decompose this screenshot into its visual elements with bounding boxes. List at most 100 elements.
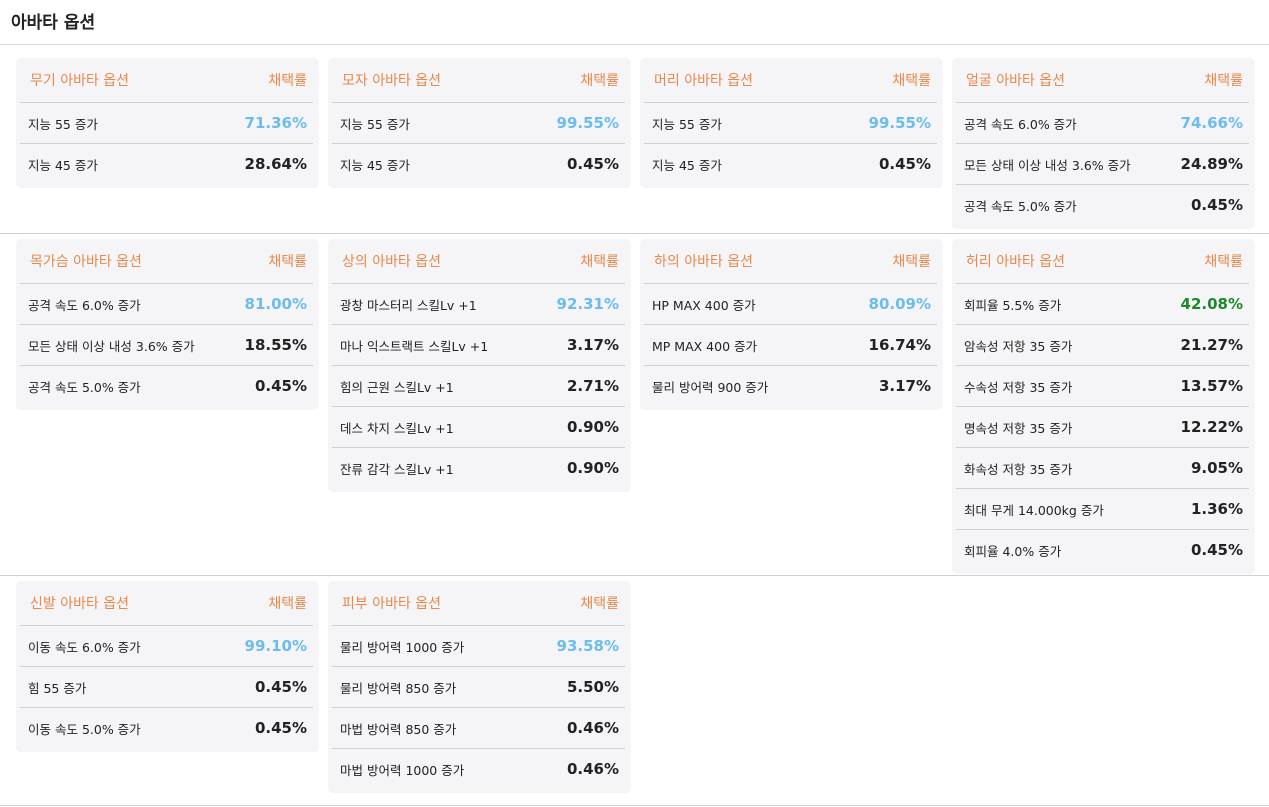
option-rate: 0.45% [1190,196,1243,214]
option-label: 모든 상태 이상 내성 3.6% 증가 [28,338,195,354]
option-row: 물리 방어력 850 증가 5.50% [332,667,625,708]
option-card: 무기 아바타 옵션 채택률 지능 55 증가 71.36% 지능 45 증가 28.64% [16,58,319,188]
option-row: 이동 속도 6.0% 증가 99.10% [20,626,313,667]
option-rate: 12.22% [1180,418,1243,436]
option-rate: 24.89% [1180,155,1243,173]
option-rate: 16.74% [868,336,931,354]
option-label: 공격 속도 6.0% 증가 [964,116,1077,132]
card-header: 피부 아바타 옵션 채택률 [332,581,625,626]
option-label: HP MAX 400 증가 [652,297,756,313]
option-rate: 3.17% [566,336,619,354]
option-section: 목가슴 아바타 옵션 채택률 공격 속도 6.0% 증가 81.00% 모든 상태 이상… [0,234,1269,576]
card-title: 상의 아바타 옵션 [342,254,442,270]
option-row: 공격 속도 6.0% 증가 74.66% [956,103,1249,144]
option-rate: 0.45% [254,719,307,737]
option-row: MP MAX 400 증가 16.74% [644,325,937,366]
option-row: 수속성 저항 35 증가 13.57% [956,366,1249,407]
option-rate: 71.36% [244,114,307,132]
option-rate: 80.09% [868,295,931,313]
option-row: 지능 45 증가 0.45% [332,144,625,184]
option-row: 공격 속도 6.0% 증가 81.00% [20,284,313,325]
option-label: 물리 방어력 1000 증가 [340,639,465,655]
option-rate: 0.45% [1190,541,1243,559]
option-label: 암속성 저항 35 증가 [964,338,1073,354]
option-label: 힘 55 증가 [28,680,87,696]
option-label: 최대 무게 14.000kg 증가 [964,502,1104,518]
page-title: 아바타 옵션 [0,0,1269,45]
option-card: 하의 아바타 옵션 채택률 HP MAX 400 증가 80.09% MP MAX 40… [640,239,943,410]
rate-header: 채택률 [268,254,307,270]
card-title: 얼굴 아바타 옵션 [966,73,1066,89]
option-label: 마나 익스트랙트 스킬Lv +1 [340,338,489,354]
option-rate: 99.55% [868,114,931,132]
option-label: 물리 방어력 850 증가 [340,680,457,696]
option-row: 공격 속도 5.0% 증가 0.45% [20,366,313,406]
option-rate: 21.27% [1180,336,1243,354]
rate-header: 채택률 [892,73,931,89]
option-label: 지능 55 증가 [652,116,722,132]
option-row: 광창 마스터리 스킬Lv +1 92.31% [332,284,625,325]
option-rate: 3.17% [878,377,931,395]
rate-header: 채택률 [580,254,619,270]
option-rate: 99.10% [244,637,307,655]
option-label: 지능 55 증가 [28,116,98,132]
option-row: 모든 상태 이상 내성 3.6% 증가 18.55% [20,325,313,366]
option-label: 지능 55 증가 [340,116,410,132]
rate-header: 채택률 [580,73,619,89]
card-title: 허리 아바타 옵션 [966,254,1066,270]
option-section: 신발 아바타 옵션 채택률 이동 속도 6.0% 증가 99.10% 힘 55 증가 0.… [0,576,1269,806]
card-header: 무기 아바타 옵션 채택률 [20,58,313,103]
rate-header: 채택률 [580,596,619,612]
rate-header: 채택률 [1204,254,1243,270]
option-label: 화속성 저항 35 증가 [964,461,1073,477]
option-rate: 5.50% [566,678,619,696]
option-card: 피부 아바타 옵션 채택률 물리 방어력 1000 증가 93.58% 물리 방어력 8… [328,581,631,793]
card-header: 머리 아바타 옵션 채택률 [644,58,937,103]
option-rate: 0.45% [254,377,307,395]
option-row: 화속성 저항 35 증가 9.05% [956,448,1249,489]
option-row: 지능 55 증가 99.55% [644,103,937,144]
option-label: 지능 45 증가 [28,157,98,173]
option-row: 모든 상태 이상 내성 3.6% 증가 24.89% [956,144,1249,185]
option-row: 마법 방어력 850 증가 0.46% [332,708,625,749]
card-header: 모자 아바타 옵션 채택률 [332,58,625,103]
option-label: 회피율 5.5% 증가 [964,297,1062,313]
option-row: 데스 차지 스킬Lv +1 0.90% [332,407,625,448]
option-label: 이동 속도 6.0% 증가 [28,639,141,655]
option-label: 회피율 4.0% 증가 [964,543,1062,559]
option-label: 마법 방어력 1000 증가 [340,762,465,778]
option-rate: 81.00% [244,295,307,313]
option-label: MP MAX 400 증가 [652,338,758,354]
option-section: 무기 아바타 옵션 채택률 지능 55 증가 71.36% 지능 45 증가 28.64%… [0,45,1269,234]
option-rate: 0.45% [878,155,931,173]
card-title: 하의 아바타 옵션 [654,254,754,270]
option-rate: 74.66% [1180,114,1243,132]
option-row: 힘의 근원 스킬Lv +1 2.71% [332,366,625,407]
option-row: 회피율 5.5% 증가 42.08% [956,284,1249,325]
option-label: 물리 방어력 900 증가 [652,379,769,395]
card-title: 피부 아바타 옵션 [342,596,442,612]
option-rate: 18.55% [244,336,307,354]
option-row: 지능 55 증가 71.36% [20,103,313,144]
option-label: 명속성 저항 35 증가 [964,420,1073,436]
option-row: 잔류 감각 스킬Lv +1 0.90% [332,448,625,488]
option-row: 공격 속도 5.0% 증가 0.45% [956,185,1249,225]
card-header: 신발 아바타 옵션 채택률 [20,581,313,626]
avatar-option-sections: 무기 아바타 옵션 채택률 지능 55 증가 71.36% 지능 45 증가 28.64%… [0,45,1269,806]
option-row: 회피율 4.0% 증가 0.45% [956,530,1249,570]
option-row: 지능 45 증가 0.45% [644,144,937,184]
option-rate: 2.71% [566,377,619,395]
option-rate: 13.57% [1180,377,1243,395]
card-title: 머리 아바타 옵션 [654,73,754,89]
option-label: 힘의 근원 스킬Lv +1 [340,379,454,395]
card-header: 허리 아바타 옵션 채택률 [956,239,1249,284]
option-row: 물리 방어력 900 증가 3.17% [644,366,937,406]
option-card: 모자 아바타 옵션 채택률 지능 55 증가 99.55% 지능 45 증가 0.45% [328,58,631,188]
rate-header: 채택률 [892,254,931,270]
option-row: 지능 55 증가 99.55% [332,103,625,144]
card-header: 얼굴 아바타 옵션 채택률 [956,58,1249,103]
option-row: 힘 55 증가 0.45% [20,667,313,708]
